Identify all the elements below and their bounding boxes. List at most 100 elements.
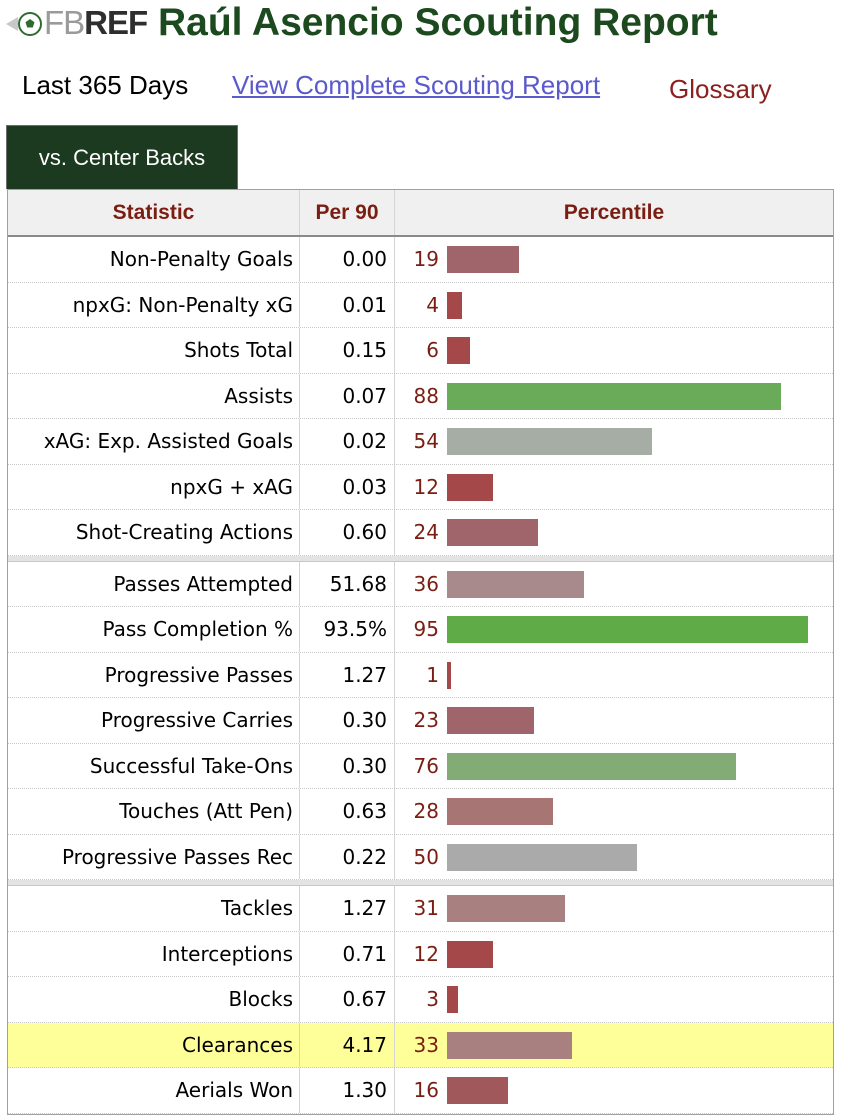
table-row[interactable]: Touches (Att Pen) 0.63 28	[8, 789, 833, 835]
percentile-cell: 24	[394, 510, 833, 555]
table-row[interactable]: Shots Total 0.15 6	[8, 328, 833, 374]
per90-value: 51.68	[299, 561, 394, 606]
stat-name: Shot-Creating Actions	[75, 520, 293, 545]
per90-value: 4.17	[299, 1022, 394, 1067]
percentile-bar	[447, 895, 565, 922]
percentile-cell: 54	[394, 419, 833, 464]
scouting-table: Statistic Per 90 Percentile Non-Penalty …	[7, 189, 834, 1115]
percentile-value: 16	[413, 1078, 439, 1103]
per90-value: 0.67	[299, 977, 394, 1022]
percentile-cell: 28	[394, 789, 833, 834]
fbref-logo[interactable]: FBREF	[4, 4, 148, 41]
percentile-bar	[447, 752, 736, 780]
brand-wordmark: FBREF	[44, 4, 148, 41]
percentile-cell: 4	[394, 282, 833, 327]
table-row[interactable]: Passes Attempted 51.68 36	[8, 561, 833, 607]
table-row[interactable]: Clearances 4.17 33	[8, 1022, 833, 1068]
per90-value: 0.63	[299, 789, 394, 834]
per90-value: 0.22	[299, 834, 394, 879]
tab-center-backs[interactable]: vs. Center Backs	[6, 125, 238, 189]
stat-name: Interceptions	[161, 941, 293, 966]
stat-name: Touches (Att Pen)	[119, 799, 293, 824]
stat-name: Passes Attempted	[113, 571, 293, 596]
complete-report-link[interactable]: View Complete Scouting Report	[232, 70, 601, 100]
table-row[interactable]: Tackles 1.27 31	[8, 886, 833, 932]
percentile-bar	[447, 616, 808, 643]
percentile-cell: 3	[394, 977, 833, 1022]
stat-name: Non-Penalty Goals	[109, 247, 293, 272]
percentile-cell: 12	[394, 931, 833, 976]
stat-name: Shots Total	[184, 338, 293, 363]
percentile-value: 54	[413, 429, 439, 454]
percentile-value: 36	[413, 571, 439, 596]
group-separator	[8, 555, 833, 562]
table-row[interactable]: npxG + xAG 0.03 12	[8, 464, 833, 510]
stat-name: Tackles	[220, 896, 293, 921]
period-label: Last 365 Days	[22, 70, 189, 100]
percentile-bar	[447, 798, 553, 825]
header: FBREF Raúl Asencio Scouting Report	[0, 0, 843, 46]
per90-value: 1.30	[299, 1068, 394, 1113]
per90-value: 0.07	[299, 373, 394, 418]
percentile-value: 28	[413, 799, 439, 824]
stat-name: xAG: Exp. Assisted Goals	[43, 429, 293, 454]
percentile-value: 19	[413, 247, 439, 272]
header-percentile[interactable]: Percentile	[394, 190, 833, 235]
soccer-ball-icon	[4, 11, 44, 36]
table-row[interactable]: npxG: Non-Penalty xG 0.01 4	[8, 282, 833, 328]
percentile-value: 12	[413, 474, 439, 499]
table-row[interactable]: Blocks 0.67 3	[8, 977, 833, 1023]
stat-name: Blocks	[228, 987, 293, 1012]
percentile-value: 50	[413, 844, 439, 869]
per90-value: 0.60	[299, 510, 394, 555]
per90-value: 0.01	[299, 282, 394, 327]
percentile-value: 95	[413, 617, 439, 642]
table-row[interactable]: Aerials Won 1.30 16	[8, 1068, 833, 1114]
table-body: Non-Penalty Goals 0.00 19 npxG: Non-Penalty…	[8, 237, 833, 1114]
percentile-value: 31	[413, 896, 439, 921]
percentile-cell: 19	[394, 237, 833, 282]
table-row[interactable]: Progressive Passes 1.27 1	[8, 652, 833, 698]
stat-name: npxG: Non-Penalty xG	[72, 292, 293, 317]
percentile-bar	[447, 1077, 508, 1104]
stat-name: Clearances	[182, 1032, 293, 1057]
table-row[interactable]: Shot-Creating Actions 0.60 24	[8, 510, 833, 556]
percentile-cell: 50	[394, 834, 833, 879]
per90-value: 0.30	[299, 743, 394, 788]
per90-value: 93.5%	[299, 607, 394, 652]
table-row[interactable]: Interceptions 0.71 12	[8, 931, 833, 977]
percentile-value: 4	[426, 292, 439, 317]
per90-value: 1.27	[299, 652, 394, 697]
percentile-bar	[447, 473, 493, 501]
stat-name: Pass Completion %	[102, 617, 293, 642]
per90-value: 0.00	[299, 237, 394, 282]
percentile-cell: 6	[394, 328, 833, 373]
glossary-link[interactable]: Glossary	[669, 74, 772, 104]
percentile-bar	[447, 843, 637, 871]
percentile-value: 1	[426, 662, 439, 687]
table-row[interactable]: Non-Penalty Goals 0.00 19	[8, 237, 833, 283]
per90-value: 1.27	[299, 886, 394, 931]
header-per90[interactable]: Per 90	[299, 190, 394, 235]
percentile-bar	[447, 519, 538, 546]
percentile-cell: 1	[394, 652, 833, 697]
table-header: Statistic Per 90 Percentile	[8, 190, 833, 237]
percentile-cell: 23	[394, 698, 833, 743]
percentile-bar	[447, 291, 462, 319]
percentile-cell: 95	[394, 607, 833, 652]
per90-value: 0.15	[299, 328, 394, 373]
percentile-value: 3	[426, 987, 439, 1012]
percentile-cell: 33	[394, 1022, 833, 1067]
table-row[interactable]: Pass Completion % 93.5% 95	[8, 607, 833, 653]
header-statistic[interactable]: Statistic	[112, 200, 195, 224]
table-row[interactable]: Successful Take-Ons 0.30 76	[8, 743, 833, 789]
stat-name: Progressive Passes Rec	[61, 844, 293, 869]
table-row[interactable]: Assists 0.07 88	[8, 373, 833, 419]
table-row[interactable]: Progressive Carries 0.30 23	[8, 698, 833, 744]
per90-value: 0.30	[299, 698, 394, 743]
stat-name: Progressive Carries	[100, 708, 293, 733]
percentile-cell: 36	[394, 561, 833, 606]
table-row[interactable]: Progressive Passes Rec 0.22 50	[8, 834, 833, 880]
percentile-bar	[447, 570, 584, 598]
table-row[interactable]: xAG: Exp. Assisted Goals 0.02 54	[8, 419, 833, 465]
